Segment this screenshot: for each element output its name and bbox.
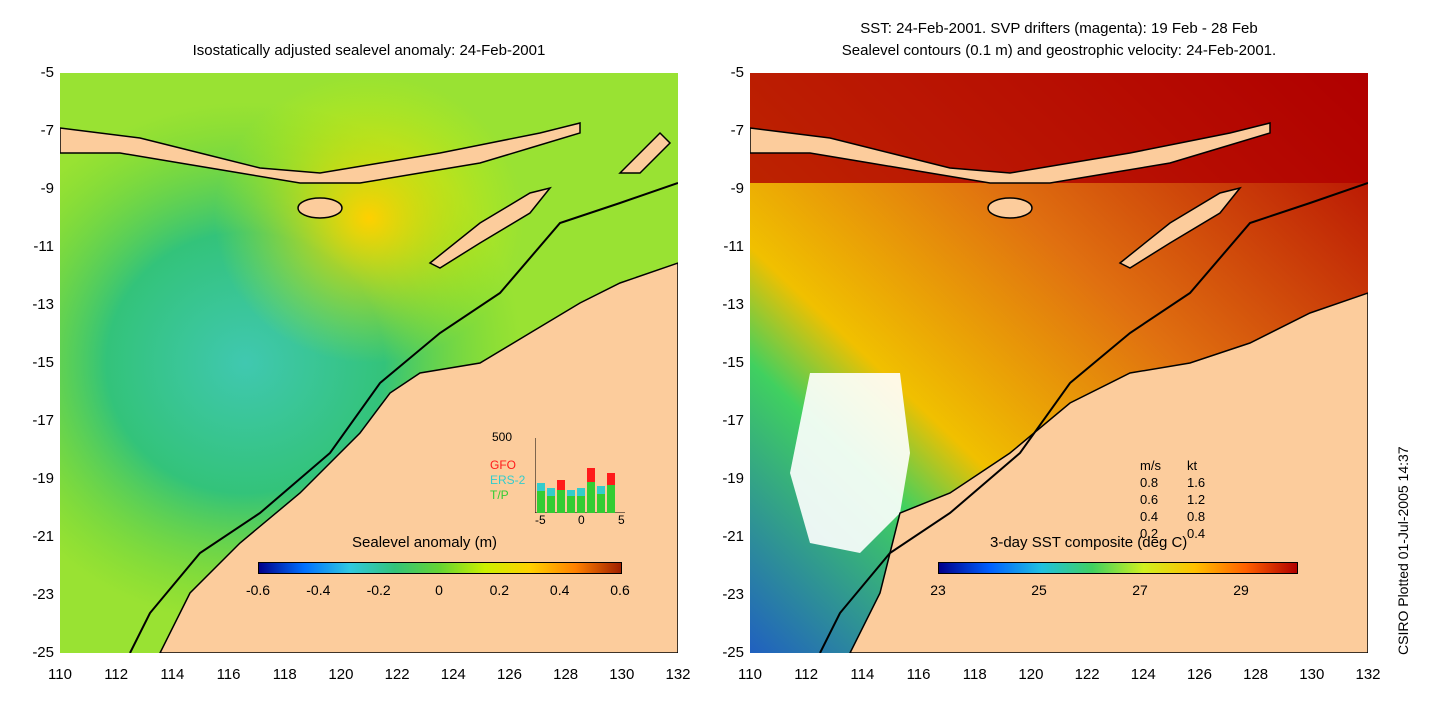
indonesian-islands: [60, 122, 581, 184]
australia-landmass: [159, 262, 678, 653]
satellite-histogram: [534, 438, 625, 514]
right-ytick: -5: [730, 64, 744, 81]
velocity-legend-row-kt: 0.4: [1187, 526, 1206, 541]
left-colorbar-label: Sealevel anomaly (m): [352, 534, 498, 551]
right-colorbar-tick: 27: [1132, 582, 1148, 598]
left-ytick: -25: [32, 644, 54, 661]
left-ytick: -13: [32, 296, 54, 313]
histogram-bars: [537, 468, 615, 513]
right-colorbar-label: 3-day SST composite (deg C): [990, 534, 1188, 551]
velocity-legend-row-ms: 0.2: [1140, 526, 1159, 541]
left-ytick: -9: [40, 180, 54, 197]
left-xtick: 122: [384, 666, 410, 683]
credit-text: CSIRO Plotted 01-Jul-2005 14:37: [1395, 446, 1411, 655]
right-xtick: 112: [794, 666, 819, 683]
left-xtick: 130: [609, 666, 635, 683]
histogram-ymax-label: 500: [492, 430, 513, 444]
right-xtick: 122: [1074, 666, 1100, 683]
left-panel-title: Isostatically adjusted sealevel anomaly:…: [192, 42, 546, 59]
left-xtick: 132: [665, 666, 691, 683]
right-xtick: 124: [1130, 666, 1156, 683]
left-ytick: -11: [33, 238, 54, 255]
right-colorbar-tick: 29: [1233, 582, 1249, 598]
left-xtick: 126: [496, 666, 522, 683]
left-ytick: -5: [40, 64, 54, 81]
right-colorbar-tick: 23: [930, 582, 946, 598]
velocity-legend-row-kt: 1.6: [1187, 475, 1206, 490]
left-xtick: 128: [553, 666, 579, 683]
left-ytick: -19: [32, 470, 54, 487]
velocity-legend-row-ms: 0.8: [1140, 475, 1159, 490]
left-ytick: -7: [40, 122, 54, 139]
right-xtick: 126: [1186, 666, 1212, 683]
right-xtick: 130: [1299, 666, 1325, 683]
right-xtick: 114: [850, 666, 875, 683]
left-ytick: -21: [32, 528, 54, 545]
right-panel-title-line1: SST: 24-Feb-2001. SVP drifters (magenta)…: [860, 20, 1258, 37]
left-xtick: 112: [104, 666, 129, 683]
left-colorbar-tick: 0.6: [610, 582, 630, 598]
right-ytick: -7: [730, 122, 744, 139]
right-xtick: 110: [738, 666, 762, 683]
right-ytick: -9: [730, 180, 744, 197]
right-xtick: 116: [906, 666, 931, 683]
velocity-legend-row-kt: 1.2: [1187, 492, 1206, 507]
legend-gfo: GFO: [490, 458, 516, 472]
right-panel-title-line2: Sealevel contours (0.1 m) and geostrophi…: [841, 42, 1277, 59]
histogram-xtick-neg5: -5: [535, 513, 546, 527]
velocity-legend-row-ms: 0.4: [1140, 509, 1159, 524]
right-ytick: -21: [722, 528, 744, 545]
right-ytick: -25: [722, 644, 744, 661]
right-ytick: -15: [722, 354, 744, 371]
left-xtick: 118: [272, 666, 297, 683]
right-xtick: 118: [962, 666, 987, 683]
right-xtick: 132: [1355, 666, 1381, 683]
left-ytick: -23: [32, 586, 54, 603]
right-ytick: -19: [722, 470, 744, 487]
legend-tp: T/P: [490, 488, 509, 502]
legend-ers2: ERS-2: [490, 473, 526, 487]
left-xtick: 114: [160, 666, 185, 683]
right-ytick: -11: [723, 238, 744, 255]
left-colorbar-tick: -0.4: [306, 582, 331, 598]
left-colorbar-tick: 0: [435, 582, 443, 598]
left-colorbar-tick: -0.2: [366, 582, 391, 598]
right-ytick: -17: [722, 412, 744, 429]
right-sst-map: [750, 73, 1368, 653]
right-xtick: 128: [1243, 666, 1269, 683]
left-colorbar-tick: 0.2: [489, 582, 510, 598]
sst-colorbar: [938, 562, 1298, 574]
velocity-legend-row-ms: 0.6: [1140, 492, 1159, 507]
right-ytick: -13: [722, 296, 744, 313]
histogram-xtick-5: 5: [618, 513, 625, 527]
left-ytick: -15: [32, 354, 54, 371]
right-ytick: -23: [722, 586, 744, 603]
left-xtick: 120: [328, 666, 354, 683]
right-xtick: 120: [1018, 666, 1044, 683]
histogram-xtick-0: 0: [578, 513, 585, 527]
left-colorbar-tick: 0.4: [549, 582, 570, 598]
left-sla-map: [60, 73, 678, 653]
left-colorbar-tick: -0.6: [245, 582, 271, 598]
cloud-mask: [790, 373, 910, 553]
right-colorbar-tick: 25: [1031, 582, 1047, 598]
left-xtick: 116: [216, 666, 241, 683]
left-ytick: -17: [32, 412, 54, 429]
sla-colorbar: [258, 562, 622, 574]
velocity-legend-row-kt: 0.8: [1187, 509, 1206, 524]
velocity-legend-header-ms: m/s: [1140, 458, 1161, 473]
left-xtick: 124: [440, 666, 466, 683]
velocity-legend-header-kt: kt: [1187, 458, 1198, 473]
left-xtick: 110: [48, 666, 72, 683]
